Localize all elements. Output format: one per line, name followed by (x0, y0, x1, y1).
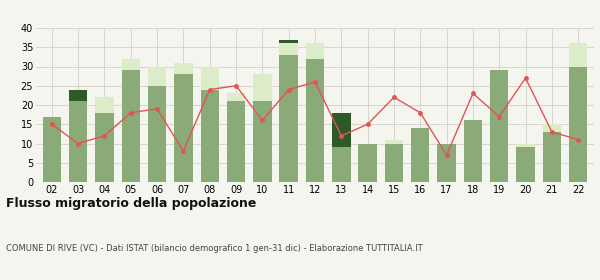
Bar (200, 90, 219, 182)
Bar (517, 147, 535, 182)
Bar (253, 101, 272, 182)
Bar (174, 63, 193, 74)
Bar (385, 140, 403, 143)
Bar (148, 86, 166, 182)
Bar (306, 59, 324, 182)
Bar (174, 74, 193, 182)
Bar (464, 120, 482, 182)
Text: Flusso migratorio della popolazione: Flusso migratorio della popolazione (6, 197, 256, 210)
Bar (490, 70, 508, 182)
Bar (411, 128, 430, 182)
Bar (69, 90, 88, 101)
Bar (569, 43, 587, 67)
Bar (332, 147, 350, 182)
Bar (517, 143, 535, 147)
Bar (95, 113, 113, 182)
Bar (200, 67, 219, 90)
Bar (280, 39, 298, 43)
Bar (306, 43, 324, 59)
Bar (95, 97, 113, 113)
Bar (280, 55, 298, 182)
Bar (227, 94, 245, 101)
Bar (569, 67, 587, 182)
Bar (122, 59, 140, 70)
Bar (253, 74, 272, 101)
Bar (332, 113, 350, 147)
Bar (69, 101, 88, 182)
Text: COMUNE DI RIVE (VC) - Dati ISTAT (bilancio demografico 1 gen-31 dic) - Elaborazi: COMUNE DI RIVE (VC) - Dati ISTAT (bilanc… (6, 244, 422, 253)
Bar (437, 143, 456, 182)
Bar (227, 101, 245, 182)
Bar (358, 143, 377, 182)
Bar (542, 124, 561, 132)
Bar (385, 143, 403, 182)
Bar (148, 67, 166, 86)
Bar (280, 43, 298, 55)
Bar (43, 116, 61, 182)
Bar (122, 70, 140, 182)
Bar (542, 132, 561, 182)
